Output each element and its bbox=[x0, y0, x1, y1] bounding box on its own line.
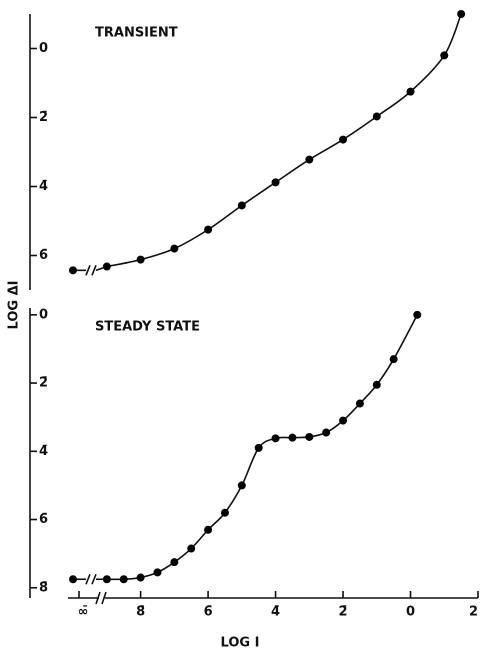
point bbox=[119, 575, 128, 584]
point bbox=[322, 428, 331, 437]
point bbox=[413, 310, 422, 319]
point bbox=[406, 87, 415, 96]
point bbox=[305, 432, 314, 441]
point bbox=[440, 51, 449, 60]
y-tick-label: 6̄ bbox=[39, 248, 48, 263]
point bbox=[237, 481, 246, 490]
axis-break bbox=[95, 591, 107, 605]
point bbox=[69, 575, 77, 584]
point bbox=[288, 433, 297, 442]
y-tick-label: 2̄ bbox=[39, 110, 48, 125]
panel-title: TRANSIENT bbox=[95, 26, 178, 41]
x-tick-label: ∞̄ bbox=[78, 605, 89, 620]
y-tick-label: 0 bbox=[39, 41, 48, 56]
point bbox=[153, 568, 162, 577]
x-tick-label: 2̄ bbox=[339, 605, 348, 620]
panel-title: STEADY STATE bbox=[95, 320, 200, 335]
point bbox=[102, 262, 111, 271]
point bbox=[305, 155, 314, 164]
point bbox=[220, 508, 229, 517]
x-tick-label: 4̄ bbox=[271, 605, 280, 620]
point bbox=[339, 416, 348, 425]
point bbox=[204, 525, 213, 534]
x-tick-label: 6̄ bbox=[204, 605, 213, 620]
point bbox=[271, 178, 280, 187]
point bbox=[254, 443, 263, 452]
y-tick-label: 2̄ bbox=[39, 376, 48, 391]
y-axis-label: LOG ΔI bbox=[7, 281, 22, 330]
point bbox=[372, 112, 381, 121]
y-tick-label: 6̄ bbox=[39, 512, 48, 527]
curve bbox=[106, 13, 462, 268]
point bbox=[355, 399, 364, 408]
point bbox=[339, 135, 348, 144]
point bbox=[372, 380, 381, 389]
point bbox=[271, 434, 280, 443]
point bbox=[170, 244, 179, 253]
point bbox=[237, 201, 246, 210]
point bbox=[136, 573, 145, 582]
x-axis-label: LOG I bbox=[221, 636, 260, 651]
point bbox=[187, 544, 196, 553]
x-tick-label: 8̄ bbox=[136, 605, 145, 620]
y-tick-label: 4̄ bbox=[39, 179, 48, 194]
point bbox=[69, 266, 77, 275]
curve-break bbox=[85, 573, 97, 585]
point bbox=[136, 255, 145, 264]
curve-break bbox=[85, 265, 97, 276]
y-tick-label: 4̄ bbox=[39, 444, 48, 459]
y-tick-label: 0 bbox=[39, 307, 48, 322]
point bbox=[102, 575, 111, 584]
point bbox=[170, 558, 179, 567]
y-tick-label: 8̄ bbox=[39, 580, 48, 595]
x-tick-label: 2 bbox=[469, 605, 478, 620]
point bbox=[204, 225, 213, 234]
x-tick-label: 0 bbox=[406, 605, 415, 620]
point bbox=[389, 355, 398, 364]
point bbox=[457, 10, 466, 18]
